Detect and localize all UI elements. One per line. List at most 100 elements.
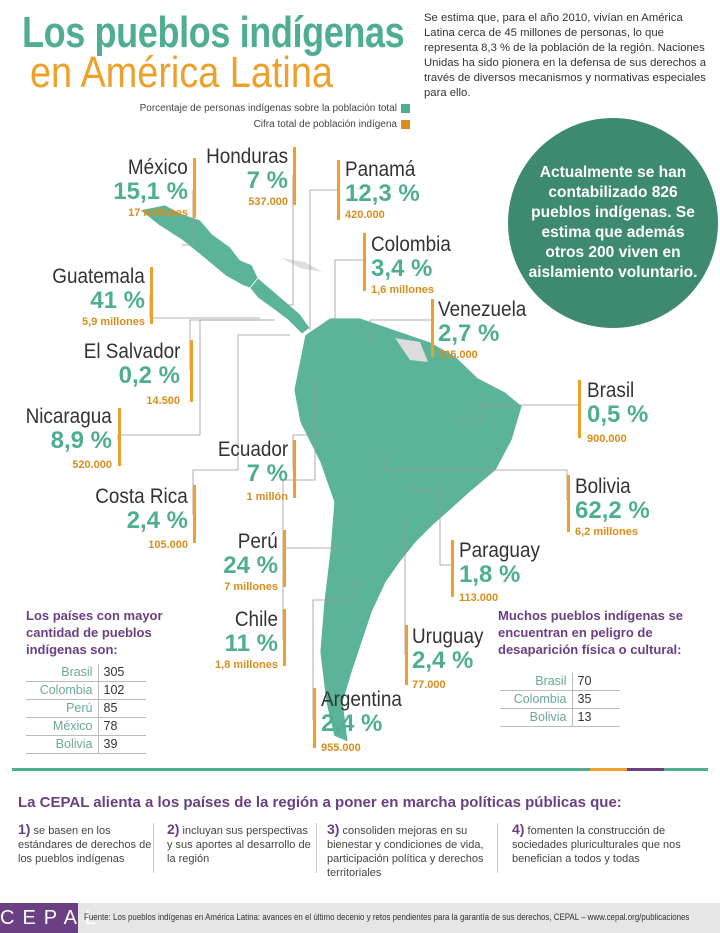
orange-bar — [431, 299, 434, 357]
country-population: 5,9 millones — [82, 316, 145, 328]
country-percentage: 2,4 % — [412, 647, 474, 674]
country-percentage: 11 % — [224, 630, 278, 657]
country-name: Perú — [238, 530, 278, 553]
country-name: Uruguay — [412, 625, 484, 648]
country-percentage: 7 % — [246, 167, 288, 194]
country-population: 537.000 — [248, 196, 288, 208]
country-percentage: 15,1 % — [113, 178, 188, 205]
country-cell: Colombia — [26, 681, 99, 700]
country-bolivia: Bolivia 62,2 % 6,2 millones — [575, 476, 650, 538]
point-text: fomenten la construcción de sociedades p… — [512, 825, 681, 865]
orange-bar — [118, 408, 121, 466]
country-cell: Brasil — [26, 664, 99, 682]
country-name: El Salvador — [83, 340, 180, 363]
country-name: Paraguay — [459, 539, 540, 562]
country-percentage: 0,5 % — [587, 401, 649, 428]
most-peoples-heading: Los países con mayor cantidad de pueblos… — [26, 608, 163, 657]
point-number: 4) — [512, 821, 525, 837]
info-circle: Actualmente se han contabilizado 826 pue… — [508, 118, 718, 328]
country-uruguay: Uruguay 2,4 % 77.000 — [412, 626, 491, 691]
cepal-logo: CEPAL — [0, 903, 96, 933]
country-population: 1,6 millones — [371, 284, 434, 296]
country-name: Nicaragua — [25, 405, 112, 428]
country-population: 1 millón — [246, 491, 288, 503]
intro-text: Se estima que, para el año 2010, vivían … — [424, 12, 706, 99]
value-cell: 102 — [98, 681, 146, 700]
country-name: Costa Rica — [95, 485, 188, 508]
country-costa-rica: Costa Rica 2,4 % 105.000 — [85, 486, 188, 551]
orange-bar — [150, 267, 153, 324]
country-panama: Panamá 12,3 % 420.000 — [345, 159, 423, 221]
country-chile: Chile 11 % 1,8 millones — [215, 609, 278, 671]
country-percentage: 12,3 % — [345, 180, 420, 207]
country-name: Guatemala — [52, 265, 145, 288]
country-name: Brasil — [587, 379, 635, 402]
country-percentage: 0,2 % — [118, 362, 180, 389]
country-name: Bolivia — [575, 475, 631, 498]
country-population: 7 millones — [224, 581, 278, 593]
country-el-salvador: El Salvador 0,2 % 14.500 — [73, 341, 180, 407]
country-venezuela: Venezuela 2,7 % 725.000 — [438, 299, 536, 361]
country-percentage: 62,2 % — [575, 497, 650, 524]
most-peoples-table: Brasil 305 Colombia 102 Perú 85 México 78 Bo… — [26, 664, 146, 754]
orange-bar — [313, 688, 316, 748]
country-ecuador: Ecuador 7 % 1 millón — [210, 439, 288, 503]
table-row: Brasil 70 — [500, 673, 620, 691]
country-name: Honduras — [206, 145, 288, 168]
country-mexico: México 15,1 % 17 millones — [113, 157, 188, 219]
country-population: 105.000 — [148, 539, 188, 551]
country-percentage: 7 % — [246, 460, 288, 487]
divider — [12, 768, 708, 771]
country-percentage: 2,4 % — [126, 507, 188, 534]
endangered-table: Brasil 70 Colombia 35 Bolivia 13 — [500, 673, 620, 727]
orange-bar — [193, 158, 196, 218]
orange-bar — [283, 530, 286, 587]
orange-swatch-icon — [401, 120, 410, 129]
policy-point-2: 2) incluyan sus perspectivas y sus aport… — [167, 822, 312, 866]
table-row: Colombia 102 — [26, 681, 146, 700]
value-cell: 78 — [98, 717, 146, 736]
divider — [153, 823, 154, 873]
map-cuba — [282, 258, 322, 272]
value-cell: 13 — [572, 708, 620, 727]
map — [117, 175, 578, 743]
value-cell: 305 — [98, 664, 146, 682]
country-population: 725.000 — [438, 349, 478, 361]
orange-bar — [193, 485, 196, 543]
country-honduras: Honduras 7 % 537.000 — [197, 146, 288, 208]
country-name: México — [128, 156, 188, 179]
country-name: Colombia — [371, 233, 451, 256]
divider — [316, 823, 317, 873]
country-population: 17 millones — [128, 207, 188, 219]
country-percentage: 24 % — [223, 552, 278, 579]
country-nicaragua: Nicaragua 8,9 % 520.000 — [16, 406, 112, 471]
value-cell: 85 — [98, 699, 146, 718]
orange-bar — [451, 540, 454, 597]
table-row: Bolivia 13 — [500, 708, 620, 727]
table-row: Colombia 35 — [500, 690, 620, 709]
orange-bar — [293, 440, 296, 498]
country-argentina: Argentina 2,4 % 955.000 — [321, 689, 411, 754]
legend-percentage: Porcentaje de personas indígenas sobre l… — [140, 103, 410, 114]
value-cell: 35 — [572, 690, 620, 709]
country-peru: Perú 24 % 7 millones — [223, 531, 278, 593]
orange-bar — [293, 147, 296, 205]
orange-bar — [567, 475, 570, 532]
point-text: se basen en los estándares de derechos d… — [18, 825, 152, 865]
country-population: 14.500 — [146, 395, 180, 407]
map-central-america — [249, 277, 311, 335]
point-text: incluyan sus perspectivas y sus aportes … — [167, 825, 311, 865]
country-cell: Bolivia — [26, 735, 99, 754]
country-guatemala: Guatemala 41 % 5,9 millones — [42, 266, 145, 328]
country-cell: Bolivia — [500, 708, 573, 727]
country-population: 955.000 — [321, 742, 361, 754]
country-percentage: 8,9 % — [50, 427, 112, 454]
table-row: Perú 85 — [26, 699, 146, 718]
country-population: 113.000 — [459, 592, 499, 604]
orange-bar — [190, 340, 193, 402]
point-number: 3) — [327, 821, 340, 837]
map-guianas — [395, 338, 428, 362]
country-name: Panamá — [345, 158, 416, 181]
table-row: México 78 — [26, 717, 146, 736]
country-brasil: Brasil 0,5 % 900.000 — [587, 380, 648, 445]
